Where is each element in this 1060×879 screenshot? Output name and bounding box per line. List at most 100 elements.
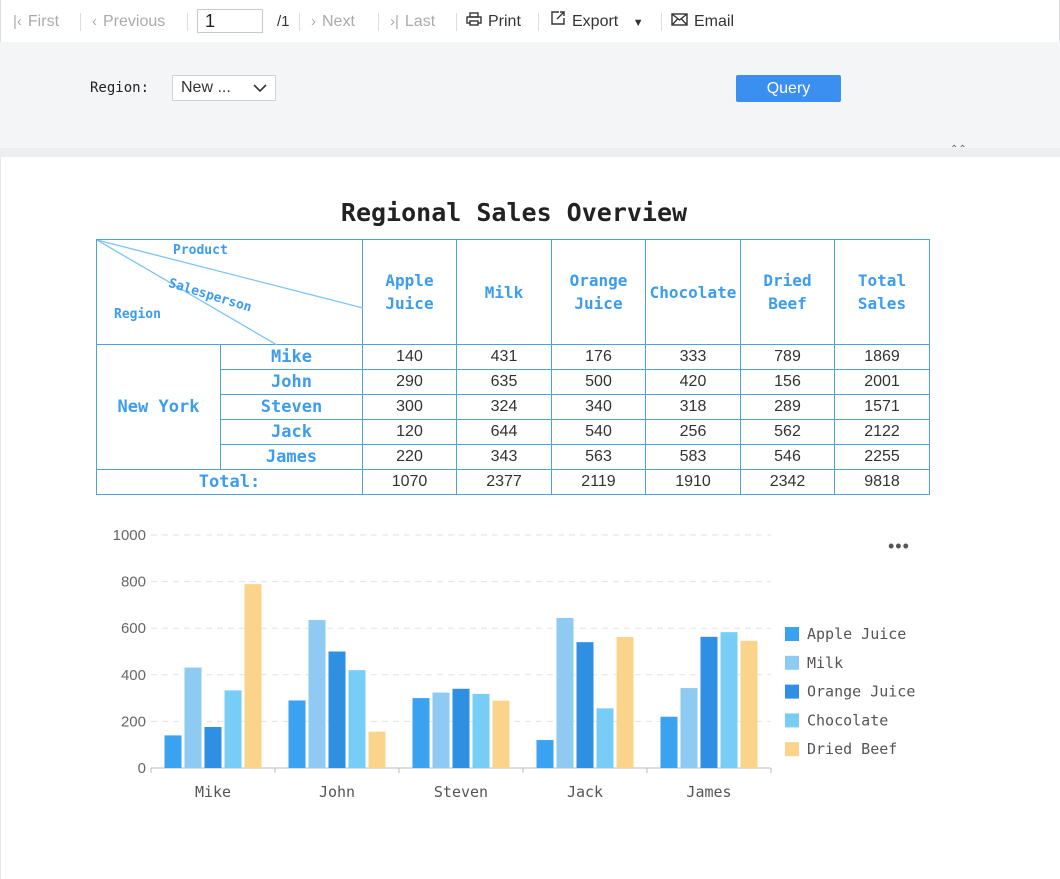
bar <box>244 584 262 768</box>
toolbar-divider <box>661 13 662 31</box>
toolbar-divider <box>80 13 81 31</box>
table-cell: 324 <box>456 394 552 420</box>
legend-swatch <box>785 627 799 641</box>
table-cell: 256 <box>645 419 741 445</box>
next-page-label: Next <box>322 13 355 30</box>
legend-label: Dried Beef <box>807 740 897 758</box>
caret-down-icon: ▼ <box>632 17 644 29</box>
column-header-line: Orange <box>569 271 628 290</box>
total-cell: 2119 <box>551 469 646 495</box>
table-cell: 431 <box>456 344 552 370</box>
next-page-button[interactable]: › Next <box>311 0 355 42</box>
table-row: Steven 300 324 340 318 289 1571 <box>97 394 930 420</box>
export-icon <box>550 0 566 44</box>
x-tick-label: John <box>319 783 355 801</box>
table-cell: 220 <box>362 444 457 470</box>
toolbar-divider <box>378 13 379 31</box>
bar <box>576 642 594 768</box>
last-page-icon: ›| <box>390 13 399 30</box>
collapse-filter-icon[interactable]: ⌃⌃ <box>950 144 967 155</box>
y-tick-label: 1000 <box>113 527 146 544</box>
x-tick-label: Mike <box>195 783 231 801</box>
first-page-icon: |‹ <box>13 13 22 30</box>
total-cell: 9818 <box>834 469 930 495</box>
salesperson-cell: John <box>220 369 363 395</box>
toolbar-divider <box>456 13 457 31</box>
last-page-label: Last <box>404 13 436 30</box>
last-page-button[interactable]: ›| Last <box>390 0 435 42</box>
bar <box>680 688 698 768</box>
bar <box>308 620 326 768</box>
table-header-row: Product Salesperson Region Apple Juice Mi… <box>96 239 930 345</box>
legend-label: Orange Juice <box>807 683 915 701</box>
legend-label: Chocolate <box>807 711 888 729</box>
toolbar-divider <box>299 13 300 31</box>
first-page-button[interactable]: |‹ First <box>13 0 59 42</box>
bar <box>452 688 470 768</box>
bar <box>720 632 738 768</box>
bar <box>412 698 430 768</box>
toolbar-divider <box>538 13 539 31</box>
region-select[interactable]: New ... <box>172 75 276 101</box>
column-header: Apple Juice <box>362 239 457 345</box>
table-cell: 635 <box>456 369 552 395</box>
salesperson-cell: James <box>220 444 363 470</box>
column-header: Milk <box>456 239 552 345</box>
x-tick-label: James <box>686 783 731 801</box>
table-cell: 176 <box>551 344 646 370</box>
printer-icon <box>466 0 482 44</box>
legend-swatch <box>785 742 799 757</box>
column-header: Total Sales <box>834 239 930 345</box>
bar <box>288 700 306 768</box>
bar <box>472 693 490 768</box>
export-button[interactable]: Export ▼ <box>550 0 644 42</box>
bar <box>660 716 678 768</box>
table-row: Jack 120 644 540 256 562 2122 <box>97 419 930 445</box>
bar <box>184 667 202 768</box>
report-toolbar: |‹ First ‹ Previous 1 /1 › Next ›| Last Prin… <box>0 0 1060 43</box>
total-label: Total: <box>96 469 363 495</box>
region-select-value: New ... <box>181 79 231 96</box>
region-label: Region: <box>90 80 150 96</box>
table-cell: 2255 <box>834 444 930 470</box>
previous-page-label: Previous <box>103 13 166 30</box>
email-label: Email <box>694 13 735 30</box>
print-label: Print <box>488 13 521 30</box>
more-options-icon[interactable]: ••• <box>888 536 910 556</box>
total-cell: 2377 <box>456 469 552 495</box>
column-header-line: Chocolate <box>649 282 737 302</box>
bar <box>328 651 346 768</box>
y-tick-label: 400 <box>121 667 146 684</box>
salesperson-cell: Mike <box>220 344 363 370</box>
print-button[interactable]: Print <box>466 0 521 42</box>
bar <box>616 637 634 768</box>
export-label: Export <box>572 13 619 30</box>
email-button[interactable]: Email <box>671 0 734 42</box>
table-cell: 562 <box>740 419 835 445</box>
table-cell: 333 <box>645 344 741 370</box>
toolbar-divider <box>187 13 188 31</box>
table-cell: 546 <box>740 444 835 470</box>
total-cell: 1910 <box>645 469 741 495</box>
table-cell: 156 <box>740 369 835 395</box>
page-number-input[interactable]: 1 <box>197 9 263 33</box>
table-cell: 340 <box>551 394 646 420</box>
total-cell: 1070 <box>362 469 457 495</box>
table-row: John 290 635 500 420 156 2001 <box>97 369 930 395</box>
salesperson-cell: Jack <box>220 419 363 445</box>
query-button[interactable]: Query <box>736 75 841 102</box>
column-header-line: Beef <box>768 294 807 313</box>
legend-swatch <box>785 713 799 728</box>
table-cell: 289 <box>740 394 835 420</box>
chevron-down-icon <box>253 84 267 93</box>
column-header-line: Milk <box>484 282 524 302</box>
y-tick-label: 200 <box>121 713 146 730</box>
bar <box>492 700 510 768</box>
column-header-line: Juice <box>574 294 623 313</box>
table-cell: 789 <box>740 344 835 370</box>
x-tick-label: Jack <box>567 783 603 801</box>
column-header: Chocolate <box>645 239 741 345</box>
table-cell: 563 <box>551 444 646 470</box>
bar <box>368 731 386 768</box>
previous-page-button[interactable]: ‹ Previous <box>92 0 165 42</box>
